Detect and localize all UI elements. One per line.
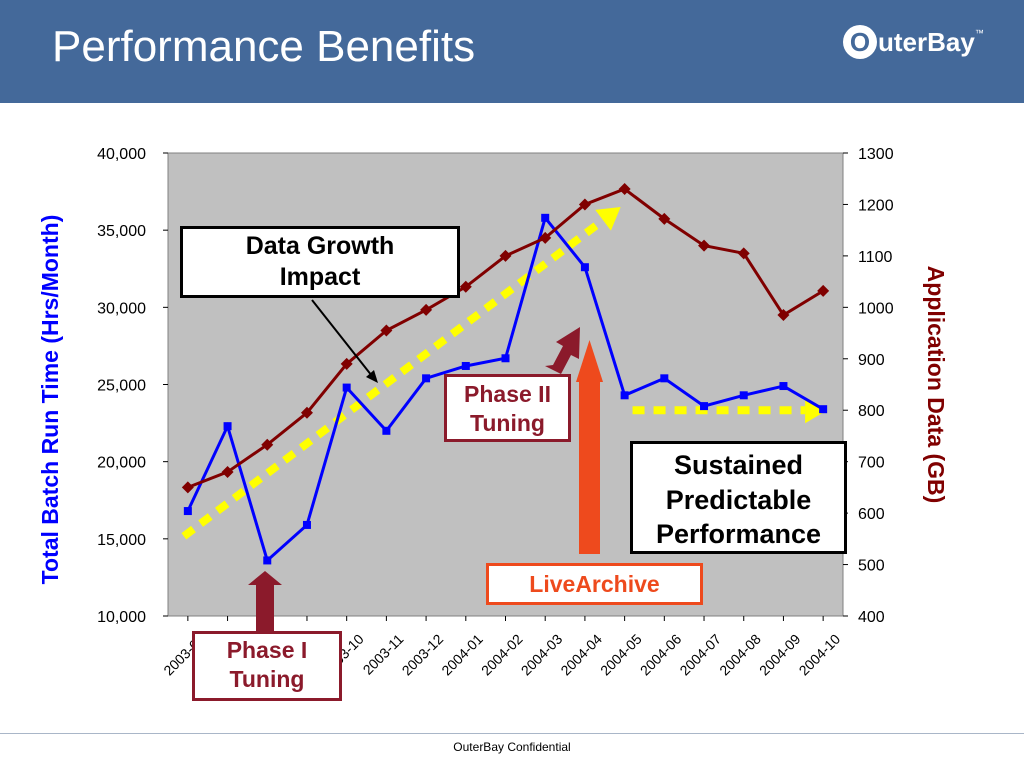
batch-runtime-point	[700, 402, 709, 411]
x-axis-tick-label: 2004-06	[637, 631, 685, 679]
y-axis-tick-label: 40,000	[97, 146, 146, 163]
y2-axis-tick-label: 700	[858, 455, 885, 472]
callout-data-growth: Data Growth Impact	[180, 226, 460, 298]
application-data-point	[499, 249, 512, 262]
data-growth-pointer-head	[366, 370, 378, 383]
y2-axis-tick-label: 1200	[858, 197, 894, 214]
batch-runtime-point	[541, 213, 550, 222]
batch-runtime-point	[263, 556, 272, 565]
trend-arrow-line	[181, 217, 606, 540]
callout-phase1-line1: Phase I	[226, 637, 308, 663]
x-axis-tick-label: 2004-01	[438, 631, 486, 679]
y2-axis-tick-label: 1100	[858, 249, 893, 266]
y2-axis-tick-label: 800	[858, 403, 885, 420]
application-data-point	[578, 198, 591, 211]
x-axis-tick-label: 2004-02	[478, 631, 526, 679]
callout-live-archive: LiveArchive	[486, 563, 703, 605]
batch-runtime-point	[422, 374, 431, 383]
batch-runtime-point	[779, 382, 788, 391]
y2-axis-tick-label: 1000	[858, 300, 894, 317]
y2-axis-tick-label: 400	[858, 609, 885, 626]
phase1-arrow-head	[248, 571, 282, 585]
footer-divider	[0, 733, 1024, 734]
y-axis-title: Total Batch Run Time (Hrs/Month)	[37, 215, 63, 585]
y-axis-tick-label: 35,000	[97, 223, 146, 240]
x-axis-tick-label: 2004-10	[796, 631, 844, 679]
slide-title: Performance Benefits	[52, 22, 476, 71]
x-axis-tick-label: 2004-05	[597, 631, 645, 679]
y-axis-tick-label: 30,000	[97, 300, 146, 317]
batch-runtime-point	[739, 391, 748, 400]
application-data-point	[698, 239, 711, 252]
y-axis-tick-label: 20,000	[97, 455, 146, 472]
callout-phase2-line1: Phase II	[464, 381, 551, 407]
live-archive-arrow-shaft	[579, 382, 600, 554]
batch-runtime-point	[382, 426, 391, 435]
application-data-point	[459, 280, 472, 293]
x-axis-tick-label: 2004-04	[557, 631, 605, 679]
footer-confidential: OuterBay Confidential	[453, 740, 571, 754]
application-data-point	[221, 465, 234, 478]
batch-runtime-point	[342, 383, 351, 392]
batch-runtime-point	[223, 422, 232, 431]
x-axis-tick-label: 2003-12	[399, 631, 447, 679]
callout-sustained-line2: Predictable	[665, 484, 812, 515]
y2-axis-tick-label: 900	[858, 352, 885, 369]
x-axis-tick-label: 2004-08	[716, 631, 764, 679]
callout-phase1-tuning: Phase I Tuning	[192, 631, 342, 701]
application-data-point	[817, 284, 830, 297]
batch-runtime-point	[501, 354, 510, 363]
y2-axis-tick-label: 600	[858, 506, 885, 523]
live-archive-arrow-head	[576, 340, 603, 382]
callout-phase2-line2: Tuning	[470, 409, 545, 436]
logo-mark: O	[843, 25, 877, 59]
callout-data-growth-line2: Impact	[279, 263, 361, 292]
phase1-arrow-shaft	[256, 584, 274, 632]
callout-phase1-line2: Tuning	[229, 665, 305, 692]
application-data-point	[539, 231, 552, 244]
trend-arrow-head	[805, 397, 828, 424]
application-data-point	[340, 357, 353, 370]
phase2-arrow	[545, 327, 580, 374]
data-growth-pointer-line	[311, 299, 373, 377]
y-axis-tick-label: 25,000	[97, 378, 146, 395]
batch-runtime-point	[302, 520, 311, 529]
application-data-point	[181, 481, 194, 494]
trend-arrow-head	[595, 207, 621, 231]
outerbay-logo: O uterBay ™	[843, 22, 984, 62]
application-data-point	[261, 438, 274, 451]
batch-runtime-point	[660, 374, 669, 383]
application-data-point	[300, 406, 313, 419]
application-data-point	[420, 303, 433, 316]
callout-data-growth-line1: Data Growth	[245, 232, 395, 260]
y-axis-tick-label: 15,000	[97, 532, 146, 549]
batch-runtime-point	[819, 405, 828, 414]
slide-header: Performance Benefits O uterBay ™	[0, 0, 1024, 103]
callout-sustained-line3: Performance	[655, 519, 822, 550]
application-data-point	[737, 247, 750, 260]
application-data-point	[777, 309, 790, 322]
batch-runtime-point	[580, 263, 589, 272]
x-axis-tick-label: 2004-09	[756, 631, 804, 679]
y2-axis-tick-label: 500	[858, 558, 885, 575]
callout-phase2-tuning: Phase II Tuning	[444, 374, 571, 442]
logo-text: uterBay	[878, 26, 975, 57]
y-axis-tick-label: 10,000	[97, 609, 146, 626]
application-data-point	[618, 183, 631, 196]
x-axis-tick-label: 2004-03	[518, 631, 566, 679]
batch-runtime-point	[183, 507, 192, 516]
x-axis-tick-label: 2004-07	[676, 631, 724, 679]
y2-axis-title: Application Data (GB)	[923, 266, 949, 504]
callout-sustained-performance: Sustained Predictable Performance	[630, 441, 847, 554]
callout-sustained-line1: Sustained	[673, 450, 804, 480]
x-axis-tick-label: 2003-11	[360, 631, 407, 678]
logo-trademark: ™	[974, 28, 984, 38]
y2-axis-tick-label: 1300	[858, 146, 894, 163]
batch-runtime-point	[461, 361, 470, 370]
application-data-point	[380, 324, 393, 337]
batch-runtime-point	[620, 391, 629, 400]
application-data-point	[658, 212, 671, 225]
